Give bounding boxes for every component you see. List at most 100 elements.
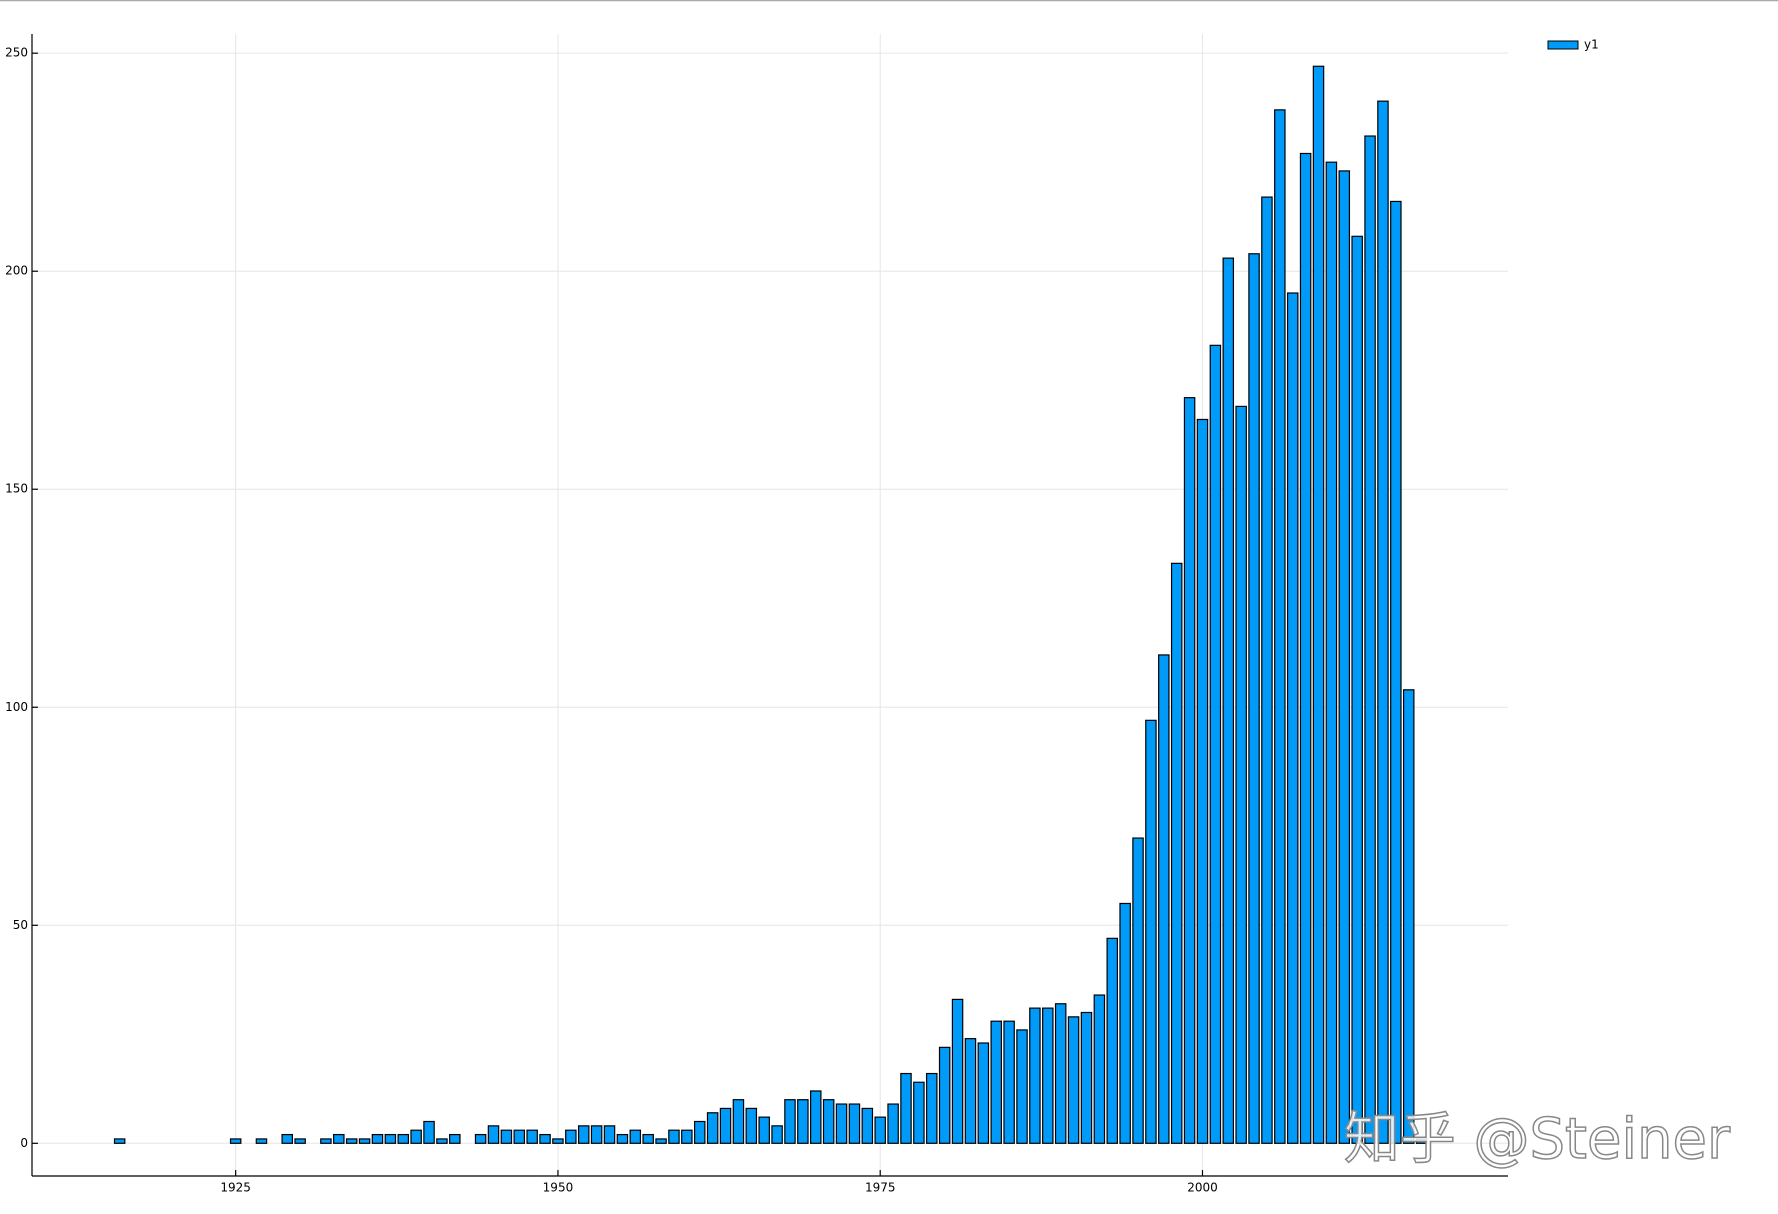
bar (874, 1116, 886, 1144)
bar (1158, 654, 1170, 1144)
bar (1338, 170, 1351, 1144)
bar (1377, 100, 1389, 1144)
bar (1170, 562, 1183, 1144)
bar (1132, 837, 1144, 1144)
bar (822, 1099, 835, 1144)
bar (397, 1133, 410, 1144)
y-tick-label: 50 (13, 918, 28, 932)
bar (745, 1107, 758, 1144)
bar (693, 1120, 706, 1144)
bar (1093, 994, 1106, 1144)
x-tick-label: 1975 (865, 1181, 896, 1195)
bar (113, 1138, 126, 1144)
bar (487, 1125, 500, 1144)
bar (1235, 405, 1247, 1144)
bar (1274, 109, 1286, 1144)
bar (1003, 1020, 1015, 1144)
x-tick-label: 2000 (1187, 1181, 1218, 1195)
bar (1067, 1016, 1080, 1144)
bar (835, 1103, 848, 1144)
bar (1145, 719, 1157, 1144)
bar (964, 1038, 977, 1144)
bar (1106, 937, 1119, 1144)
bar (436, 1138, 448, 1144)
bar (1248, 253, 1260, 1144)
bar (1351, 235, 1363, 1144)
bar (810, 1090, 822, 1144)
bar (1196, 418, 1209, 1144)
bar (371, 1133, 384, 1144)
bar (410, 1129, 422, 1144)
bar (255, 1138, 268, 1144)
bar (706, 1112, 719, 1144)
bar (603, 1125, 616, 1144)
bar (629, 1129, 642, 1144)
bar (926, 1072, 938, 1144)
x-tick-label: 1950 (543, 1181, 574, 1195)
bar (938, 1046, 951, 1144)
bar (539, 1133, 551, 1144)
bar (281, 1133, 293, 1144)
bar (616, 1133, 629, 1144)
bar (1080, 1011, 1093, 1144)
bar (1054, 1003, 1067, 1144)
bar (848, 1103, 861, 1144)
bar (513, 1129, 526, 1144)
bar (784, 1099, 796, 1144)
bar (797, 1099, 809, 1144)
bar (1042, 1007, 1054, 1144)
bar (358, 1138, 371, 1144)
bar (861, 1107, 874, 1144)
bar (384, 1133, 397, 1144)
bar (526, 1129, 538, 1144)
bar (500, 1129, 513, 1144)
bar (655, 1138, 667, 1144)
bar (1402, 689, 1415, 1144)
bar (668, 1129, 680, 1144)
bar (771, 1125, 783, 1144)
bar (552, 1138, 564, 1144)
legend-swatch (1547, 40, 1579, 50)
y-tick-label: 200 (5, 264, 28, 278)
bar (474, 1133, 487, 1144)
bar (1286, 292, 1299, 1144)
bar (423, 1120, 435, 1144)
bar (1016, 1029, 1028, 1144)
bar (913, 1081, 925, 1144)
bar (565, 1129, 577, 1144)
bar (681, 1129, 693, 1144)
bar (1390, 200, 1402, 1144)
bar (1222, 257, 1235, 1144)
bar (977, 1042, 990, 1144)
bar (732, 1099, 745, 1144)
bar (294, 1138, 306, 1144)
bar (1183, 397, 1196, 1144)
bar (449, 1133, 461, 1144)
watermark: 知乎 @Steiner (1344, 1107, 1731, 1172)
bar (1325, 161, 1338, 1144)
bar (1299, 152, 1312, 1144)
bar (345, 1138, 358, 1144)
bar (1312, 65, 1325, 1144)
bar (229, 1138, 242, 1144)
bar (900, 1072, 912, 1144)
bar (1364, 135, 1376, 1144)
y-tick-label: 100 (5, 700, 28, 714)
legend-label: y1 (1584, 38, 1599, 52)
bar (758, 1116, 770, 1144)
bar (1261, 196, 1273, 1144)
bar (951, 998, 964, 1144)
y-tick-label: 0 (20, 1136, 28, 1150)
bar (887, 1103, 899, 1144)
y-tick-label: 150 (5, 482, 28, 496)
bar (642, 1133, 654, 1144)
x-tick-label: 1925 (220, 1181, 251, 1195)
bar (990, 1020, 1002, 1144)
bar (1029, 1007, 1041, 1144)
bar (719, 1107, 732, 1144)
bar (577, 1125, 590, 1144)
bar (1209, 344, 1222, 1144)
bar (1415, 1138, 1428, 1144)
bar (320, 1138, 332, 1144)
